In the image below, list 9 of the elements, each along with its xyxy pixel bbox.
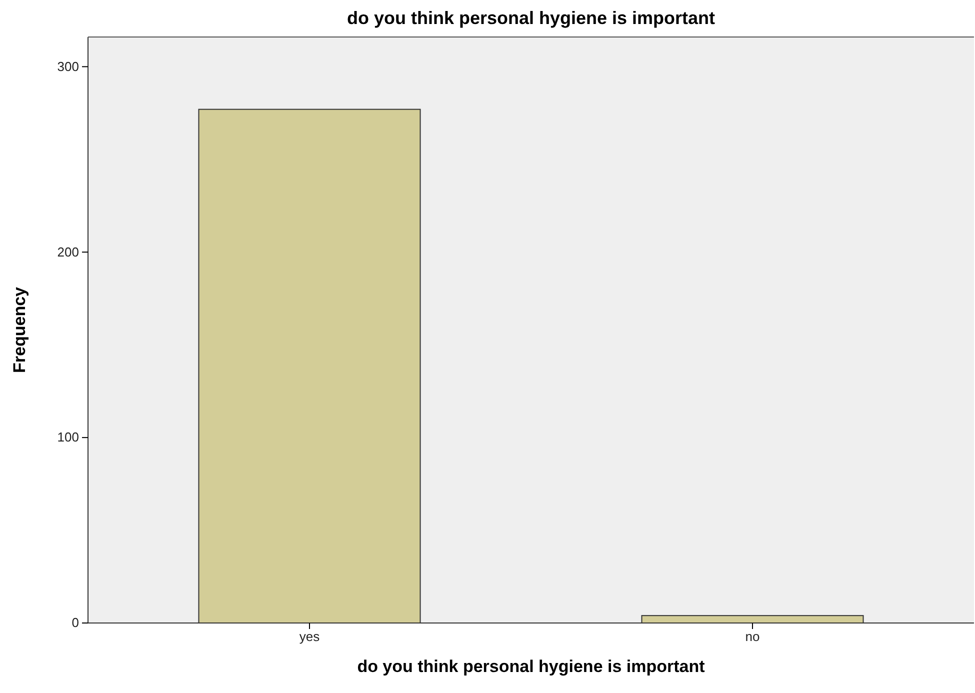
y-tick-label: 0 bbox=[72, 615, 79, 630]
y-tick-label: 100 bbox=[57, 430, 79, 445]
y-tick-label: 300 bbox=[57, 58, 79, 74]
y-tick-label: 200 bbox=[57, 244, 79, 260]
chart-title: do you think personal hygiene is important bbox=[346, 8, 716, 28]
x-tick-label: no bbox=[745, 629, 760, 644]
x-axis-title: do you think personal hygiene is important bbox=[357, 657, 706, 676]
x-tick-label: yes bbox=[299, 629, 320, 644]
y-axis-title: Frequency bbox=[10, 286, 29, 373]
